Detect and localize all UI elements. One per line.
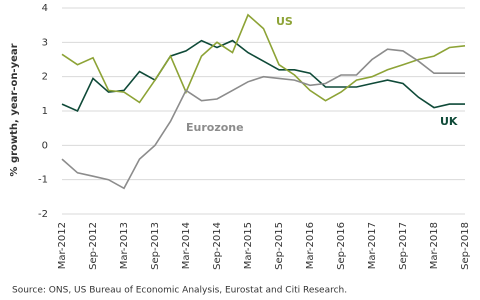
y-tick-label: 3 [42, 37, 48, 48]
series-line [61, 13, 466, 104]
x-tick-label: Sep-2015 [274, 222, 285, 270]
x-tick-label: Sep-2018 [460, 222, 471, 270]
x-tick-label: Sep-2012 [88, 222, 99, 270]
series-label: Eurozone [186, 121, 244, 134]
y-tick-label: 0 [42, 140, 48, 151]
x-tick-label: Sep-2017 [398, 222, 409, 270]
x-tick-label: Mar-2014 [181, 222, 192, 269]
x-tick-label: Mar-2017 [367, 222, 378, 269]
y-tick-label: 1 [42, 106, 48, 117]
x-tick-label: Sep-2016 [336, 222, 347, 270]
x-tick-label: Mar-2015 [243, 222, 254, 269]
y-tick-label: 2 [42, 72, 48, 83]
x-tick-label: Mar-2012 [57, 222, 68, 269]
series-line [61, 48, 465, 190]
source: Source: ONS, US Bureau of Economic Analy… [12, 286, 347, 296]
series-label: US [276, 15, 293, 28]
y-tick-label: -1 [38, 175, 48, 186]
series-label: UK [440, 115, 458, 128]
x-tick-label: Sep-2014 [212, 222, 223, 270]
x-tick-label: Mar-2018 [429, 222, 440, 269]
x-tick-label: Sep-2013 [150, 222, 161, 270]
x-tick-label: Mar-2013 [119, 222, 130, 269]
y-tick-label: -2 [38, 209, 48, 220]
series-line [61, 39, 465, 113]
y-tick-label: 4 [42, 3, 48, 14]
x-tick-label: Mar-2016 [305, 222, 316, 269]
y-axis-label: % growth, year-on-year [9, 43, 20, 176]
